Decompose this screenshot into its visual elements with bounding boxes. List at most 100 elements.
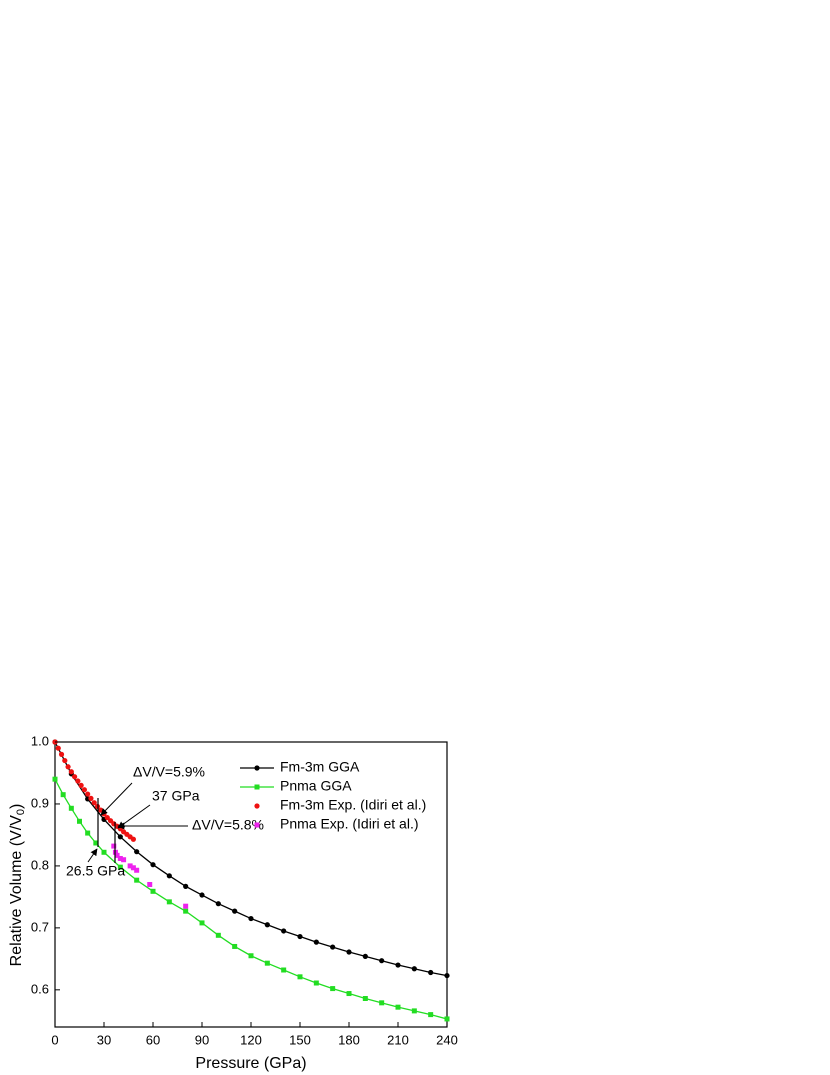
y-label-end: ) bbox=[8, 804, 25, 809]
data-point bbox=[346, 949, 352, 955]
data-point bbox=[428, 969, 434, 976]
data-point bbox=[166, 873, 172, 879]
data-point bbox=[248, 953, 254, 959]
data-point bbox=[215, 932, 221, 938]
x-tick-label: 240 bbox=[436, 1032, 458, 1047]
data-point bbox=[150, 862, 156, 868]
data-point bbox=[85, 791, 91, 797]
annotation: 37 GPa bbox=[152, 788, 200, 804]
data-point bbox=[379, 1000, 385, 1006]
x-axis-label: Pressure (GPa) bbox=[195, 1055, 306, 1072]
plot-frame bbox=[54, 741, 448, 1028]
annotation: ΔV/V=5.9% bbox=[133, 764, 205, 780]
y-tick-label: 0.9 bbox=[31, 795, 49, 810]
y-tick-label: 1.0 bbox=[31, 733, 49, 748]
data-point bbox=[346, 991, 352, 997]
x-tick-label: 90 bbox=[195, 1032, 209, 1047]
data-point bbox=[75, 778, 81, 784]
data-point bbox=[85, 830, 91, 836]
plot-area bbox=[52, 739, 450, 1022]
data-point bbox=[72, 774, 78, 780]
data-point bbox=[52, 776, 58, 782]
data-point bbox=[428, 1012, 434, 1018]
data-point bbox=[58, 751, 65, 757]
data-point bbox=[297, 933, 303, 940]
legend-marker bbox=[254, 784, 260, 790]
data-point bbox=[199, 892, 205, 898]
data-point bbox=[121, 857, 127, 863]
data-point bbox=[166, 899, 172, 905]
x-tick-label: 210 bbox=[387, 1032, 409, 1047]
data-point bbox=[395, 1004, 401, 1010]
data-point bbox=[77, 818, 82, 824]
legend-label: Fm-3m Exp. (Idiri et al.) bbox=[280, 797, 426, 813]
data-point bbox=[60, 792, 66, 798]
y-tick-label: 0.7 bbox=[31, 919, 49, 934]
y-tick-label: 0.8 bbox=[31, 857, 49, 872]
data-point bbox=[65, 764, 71, 770]
annotation: ΔV/V=5.8% bbox=[192, 817, 264, 833]
data-point bbox=[101, 849, 107, 855]
data-point bbox=[183, 883, 189, 889]
annotation: 26.5 GPa bbox=[66, 863, 125, 879]
data-point bbox=[297, 974, 303, 980]
data-point bbox=[130, 865, 136, 871]
data-point bbox=[183, 908, 189, 914]
data-point bbox=[264, 922, 270, 928]
data-point bbox=[232, 908, 238, 914]
data-point bbox=[107, 818, 114, 824]
y-label-text: Relative Volume (V/V bbox=[8, 815, 25, 967]
data-point bbox=[362, 953, 368, 959]
x-tick-label: 150 bbox=[289, 1032, 311, 1047]
data-point bbox=[313, 980, 319, 986]
legend-label: Pnma GGA bbox=[280, 778, 352, 794]
data-point bbox=[264, 960, 270, 966]
legend-label: Fm-3m GGA bbox=[280, 759, 360, 775]
arrow bbox=[87, 848, 98, 863]
series-line bbox=[54, 778, 448, 1020]
data-point bbox=[68, 769, 74, 775]
legend-label: Pnma Exp. (Idiri et al.) bbox=[280, 816, 419, 832]
data-point bbox=[411, 1008, 417, 1014]
data-point bbox=[68, 805, 74, 811]
data-point bbox=[81, 787, 87, 793]
data-point bbox=[55, 745, 61, 751]
data-point bbox=[150, 888, 156, 894]
data-point bbox=[215, 901, 221, 907]
data-point bbox=[134, 867, 140, 873]
data-point bbox=[379, 958, 385, 964]
data-point bbox=[117, 864, 123, 870]
legend-marker bbox=[254, 803, 260, 809]
data-point bbox=[114, 852, 120, 858]
data-point bbox=[62, 757, 68, 764]
arrow bbox=[117, 804, 151, 829]
data-point bbox=[330, 986, 336, 992]
data-point bbox=[134, 849, 140, 855]
data-point bbox=[248, 915, 254, 922]
data-point bbox=[444, 1016, 450, 1022]
data-point bbox=[127, 863, 133, 869]
x-tick-label: 0 bbox=[51, 1032, 58, 1047]
x-tick-label: 120 bbox=[240, 1032, 262, 1047]
data-point bbox=[330, 944, 336, 950]
data-point bbox=[199, 920, 205, 926]
data-point bbox=[117, 834, 123, 840]
data-point bbox=[281, 928, 287, 934]
y-label-sub: 0 bbox=[15, 809, 27, 815]
data-point bbox=[395, 962, 401, 968]
x-tick-label: 60 bbox=[146, 1032, 160, 1047]
data-point bbox=[147, 882, 153, 887]
data-point bbox=[183, 903, 189, 909]
y-axis-label: Relative Volume (V/V0) bbox=[8, 804, 27, 967]
legend-marker bbox=[254, 765, 260, 771]
data-point bbox=[78, 782, 84, 788]
data-point bbox=[111, 843, 117, 849]
x-tick-label: 180 bbox=[338, 1032, 360, 1047]
data-point bbox=[313, 939, 319, 945]
data-point bbox=[134, 877, 140, 883]
data-point bbox=[91, 800, 97, 806]
data-point bbox=[130, 836, 136, 842]
data-point bbox=[411, 966, 417, 972]
